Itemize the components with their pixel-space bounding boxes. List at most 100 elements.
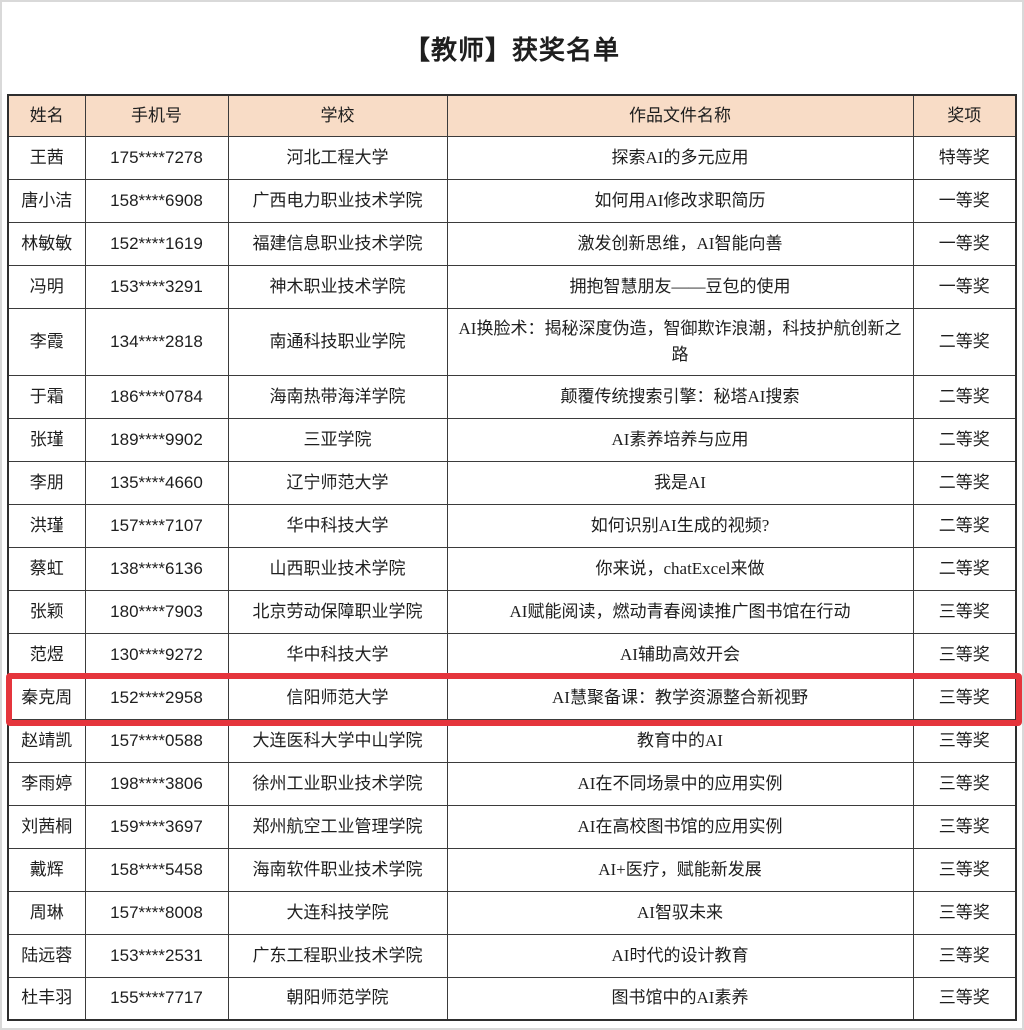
cell-school: 徐州工业职业技术学院 xyxy=(227,761,448,806)
cell-phone: 157****7107 xyxy=(84,503,229,548)
cell-award: 一等奖 xyxy=(912,178,1017,223)
table-row: 张瑾 189****9902 三亚学院 AI素养培养与应用 二等奖 xyxy=(7,417,1017,462)
cell-name: 戴辉 xyxy=(7,847,86,892)
cell-name: 赵靖凯 xyxy=(7,718,86,763)
cell-school: 山西职业技术学院 xyxy=(227,546,448,591)
cell-award: 一等奖 xyxy=(912,264,1017,309)
cell-school: 大连科技学院 xyxy=(227,890,448,935)
cell-school: 河北工程大学 xyxy=(227,135,448,180)
cell-award: 二等奖 xyxy=(912,374,1017,419)
cell-work: 探索AI的多元应用 xyxy=(446,135,914,180)
cell-work: 拥抱智慧朋友——豆包的使用 xyxy=(446,264,914,309)
table-row: 周琳 157****8008 大连科技学院 AI智驭未来 三等奖 xyxy=(7,890,1017,935)
cell-name: 李朋 xyxy=(7,460,86,505)
cell-phone: 135****4660 xyxy=(84,460,229,505)
cell-phone: 158****5458 xyxy=(84,847,229,892)
table-row: 秦克周 152****2958 信阳师范大学 AI慧聚备课：教学资源整合新视野 三等奖 xyxy=(7,675,1017,720)
table-row: 范煜 130****9272 华中科技大学 AI辅助高效开会 三等奖 xyxy=(7,632,1017,677)
cell-school: 三亚学院 xyxy=(227,417,448,462)
cell-phone: 138****6136 xyxy=(84,546,229,591)
cell-name: 秦克周 xyxy=(7,675,86,720)
cell-work: 如何识别AI生成的视频? xyxy=(446,503,914,548)
cell-work: AI在不同场景中的应用实例 xyxy=(446,761,914,806)
cell-name: 冯明 xyxy=(7,264,86,309)
cell-phone: 153****2531 xyxy=(84,933,229,978)
cell-school: 华中科技大学 xyxy=(227,632,448,677)
cell-work: 图书馆中的AI素养 xyxy=(446,976,914,1021)
cell-name: 李霞 xyxy=(7,307,86,376)
cell-phone: 152****1619 xyxy=(84,221,229,266)
cell-award: 二等奖 xyxy=(912,417,1017,462)
cell-phone: 198****3806 xyxy=(84,761,229,806)
cell-name: 周琳 xyxy=(7,890,86,935)
table-row: 李霞 134****2818 南通科技职业学院 AI换脸术：揭秘深度伪造，智御欺诈浪潮… xyxy=(7,307,1017,376)
cell-phone: 130****9272 xyxy=(84,632,229,677)
cell-work: AI时代的设计教育 xyxy=(446,933,914,978)
cell-work: AI素养培养与应用 xyxy=(446,417,914,462)
cell-school: 福建信息职业技术学院 xyxy=(227,221,448,266)
cell-work: AI换脸术：揭秘深度伪造，智御欺诈浪潮，科技护航创新之路 xyxy=(446,307,914,376)
table-row: 李朋 135****4660 辽宁师范大学 我是AI 二等奖 xyxy=(7,460,1017,505)
cell-award: 三等奖 xyxy=(912,761,1017,806)
cell-phone: 157****0588 xyxy=(84,718,229,763)
cell-name: 张瑾 xyxy=(7,417,86,462)
cell-work: 教育中的AI xyxy=(446,718,914,763)
cell-work: AI智驭未来 xyxy=(446,890,914,935)
cell-name: 于霜 xyxy=(7,374,86,419)
cell-award: 三等奖 xyxy=(912,718,1017,763)
cell-phone: 157****8008 xyxy=(84,890,229,935)
cell-school: 郑州航空工业管理学院 xyxy=(227,804,448,849)
cell-work: 颠覆传统搜索引擎：秘塔AI搜索 xyxy=(446,374,914,419)
cell-school: 神木职业技术学院 xyxy=(227,264,448,309)
column-header-school: 学校 xyxy=(227,94,448,137)
cell-name: 王茜 xyxy=(7,135,86,180)
cell-school: 南通科技职业学院 xyxy=(227,307,448,376)
table-row: 王茜 175****7278 河北工程大学 探索AI的多元应用 特等奖 xyxy=(7,135,1017,180)
cell-school: 辽宁师范大学 xyxy=(227,460,448,505)
table-header: 姓名 手机号 学校 作品文件名称 奖项 xyxy=(7,94,1017,137)
table-row: 杜丰羽 155****7717 朝阳师范学院 图书馆中的AI素养 三等奖 xyxy=(7,976,1017,1021)
cell-name: 蔡虹 xyxy=(7,546,86,591)
cell-school: 广西电力职业技术学院 xyxy=(227,178,448,223)
cell-phone: 134****2818 xyxy=(84,307,229,376)
cell-award: 三等奖 xyxy=(912,589,1017,634)
cell-school: 华中科技大学 xyxy=(227,503,448,548)
cell-work: AI慧聚备课：教学资源整合新视野 xyxy=(446,675,914,720)
cell-phone: 152****2958 xyxy=(84,675,229,720)
table-row: 洪瑾 157****7107 华中科技大学 如何识别AI生成的视频? 二等奖 xyxy=(7,503,1017,548)
cell-award: 二等奖 xyxy=(912,307,1017,376)
cell-school: 信阳师范大学 xyxy=(227,675,448,720)
cell-award: 二等奖 xyxy=(912,503,1017,548)
cell-award: 二等奖 xyxy=(912,546,1017,591)
cell-phone: 175****7278 xyxy=(84,135,229,180)
cell-school: 广东工程职业技术学院 xyxy=(227,933,448,978)
cell-school: 海南热带海洋学院 xyxy=(227,374,448,419)
cell-work: 如何用AI修改求职简历 xyxy=(446,178,914,223)
cell-name: 杜丰羽 xyxy=(7,976,86,1021)
cell-award: 三等奖 xyxy=(912,847,1017,892)
cell-phone: 158****6908 xyxy=(84,178,229,223)
page-title: 【教师】获奖名单 xyxy=(403,36,620,65)
cell-school: 北京劳动保障职业学院 xyxy=(227,589,448,634)
cell-work: 你来说，chatExcel来做 xyxy=(446,546,914,591)
cell-school: 海南软件职业技术学院 xyxy=(227,847,448,892)
cell-award: 二等奖 xyxy=(912,460,1017,505)
cell-phone: 159****3697 xyxy=(84,804,229,849)
table-row: 刘茜桐 159****3697 郑州航空工业管理学院 AI在高校图书馆的应用实例 三等奖 xyxy=(7,804,1017,849)
cell-award: 三等奖 xyxy=(912,933,1017,978)
cell-award: 三等奖 xyxy=(912,675,1017,720)
cell-award: 特等奖 xyxy=(912,135,1017,180)
cell-award: 一等奖 xyxy=(912,221,1017,266)
column-header-award: 奖项 xyxy=(912,94,1017,137)
cell-work: AI+医疗，赋能新发展 xyxy=(446,847,914,892)
cell-award: 三等奖 xyxy=(912,632,1017,677)
cell-school: 朝阳师范学院 xyxy=(227,976,448,1021)
cell-name: 范煜 xyxy=(7,632,86,677)
column-header-work: 作品文件名称 xyxy=(446,94,914,137)
table-row: 蔡虹 138****6136 山西职业技术学院 你来说，chatExcel来做 二等奖 xyxy=(7,546,1017,591)
table-row: 赵靖凯 157****0588 大连医科大学中山学院 教育中的AI 三等奖 xyxy=(7,718,1017,763)
cell-name: 李雨婷 xyxy=(7,761,86,806)
cell-name: 刘茜桐 xyxy=(7,804,86,849)
cell-work: AI赋能阅读，燃动青春阅读推广图书馆在行动 xyxy=(446,589,914,634)
